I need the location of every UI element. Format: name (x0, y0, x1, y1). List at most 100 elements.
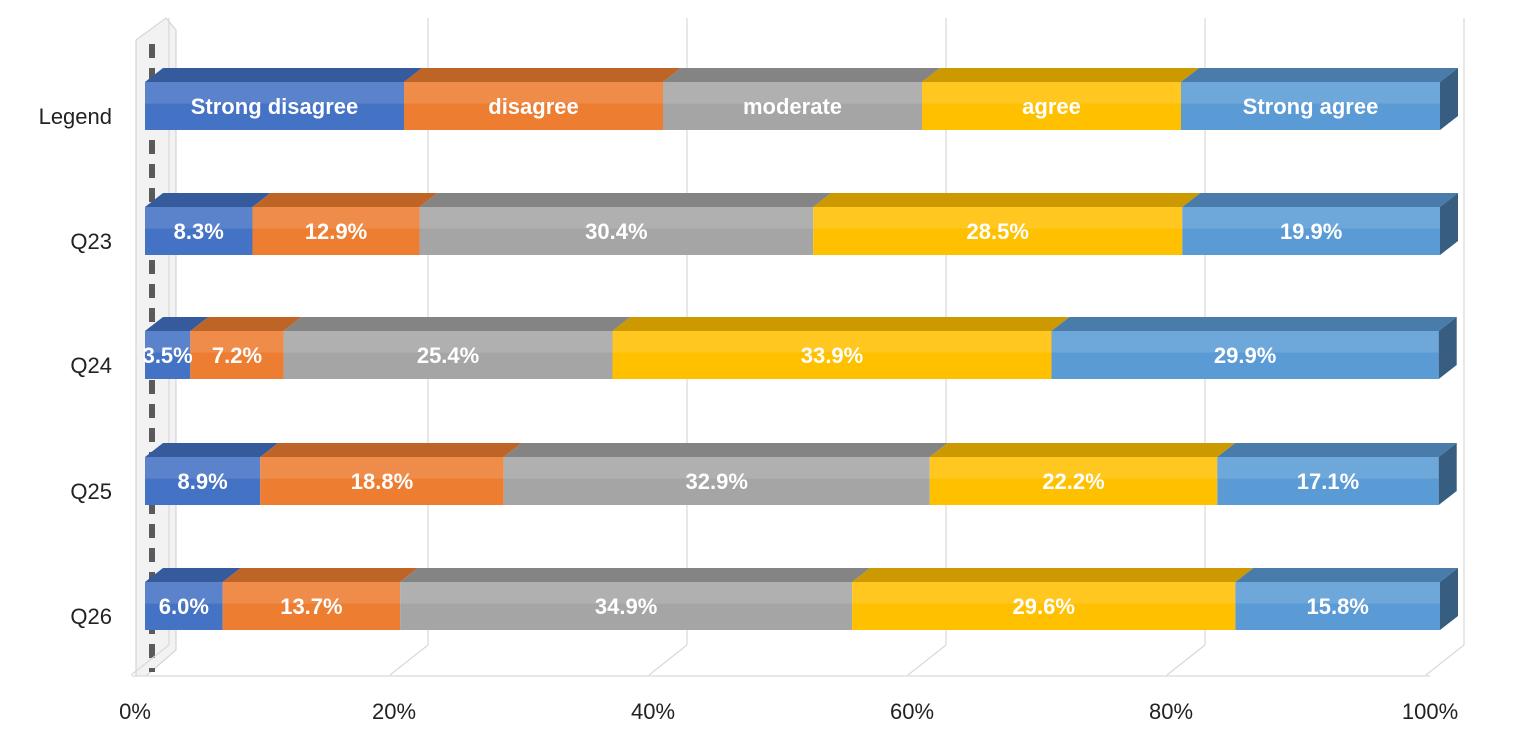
floor-line (1166, 644, 1206, 676)
bar-segment-top (404, 68, 681, 82)
bar-segment-highlight (663, 82, 922, 104)
category-labels: Legend Q23 Q24 Q25 Q26 (39, 104, 112, 629)
category-label: Q24 (70, 353, 112, 378)
bar-segment-top (145, 568, 241, 582)
bar-segment-highlight (929, 457, 1218, 479)
x-tick-label: 0% (119, 699, 151, 724)
floor-line (130, 644, 170, 676)
bar-segment-top (145, 193, 271, 207)
bar-segment-top (663, 68, 940, 82)
bar-segment-agree-legend (922, 82, 1181, 130)
bar-segment-strong-agree-q24 (1051, 331, 1439, 379)
category-label: Legend (39, 104, 112, 129)
segment-label: 18.8% (351, 469, 413, 494)
bar-segment-strong-agree-legend (1181, 82, 1440, 130)
bar-segment-disagree-q24 (190, 331, 284, 379)
category-label: Q26 (70, 604, 112, 629)
bar-segment-strong-agree-q23 (1182, 207, 1440, 255)
bar-segment-highlight (252, 207, 420, 229)
bar-segment-top (400, 568, 871, 582)
bar-segment-highlight (1051, 331, 1439, 353)
bar-segment-disagree-q26 (222, 582, 401, 630)
floor-line (389, 644, 429, 676)
bar-segment-top (813, 193, 1201, 207)
x-tick-label: 40% (631, 699, 675, 724)
segment-label: 33.9% (801, 343, 863, 368)
bar-segment-strong-disagree-q23 (145, 207, 253, 255)
x-tick-labels: 0% 20% 40% 60% 80% 100% (119, 699, 1458, 724)
bar-segment-agree-q23 (813, 207, 1183, 255)
segment-label: 28.5% (967, 219, 1029, 244)
segment-label: disagree (488, 94, 579, 119)
bars (145, 68, 1458, 630)
bar-segment-agree-q24 (612, 331, 1052, 379)
bar-segment-highlight (1217, 457, 1439, 479)
segment-label: 7.2% (212, 343, 262, 368)
bar-side (1440, 68, 1458, 130)
bar-side (1440, 193, 1458, 255)
x-tick-label: 100% (1402, 699, 1458, 724)
bar-segment-top (145, 443, 279, 457)
bar-segment-moderate-legend (663, 82, 922, 130)
bar-segment-top (1235, 568, 1458, 582)
bar-segment-highlight (145, 582, 223, 604)
segment-label: 32.9% (686, 469, 748, 494)
bar-side (1440, 568, 1458, 630)
bar-segment-moderate-q23 (419, 207, 814, 255)
floor-line (648, 644, 688, 676)
bar-segment-top (1051, 317, 1457, 331)
segment-label: 8.3% (174, 219, 224, 244)
bar-segment-top (190, 317, 302, 331)
bar-segment-highlight (400, 582, 853, 604)
bar-segment-highlight (222, 582, 401, 604)
segment-label: Strong agree (1243, 94, 1379, 119)
x-tick-label: 80% (1149, 699, 1193, 724)
bar-segment-highlight (1182, 207, 1440, 229)
bar-segment-top (929, 443, 1236, 457)
bar-segment-highlight (419, 207, 814, 229)
segment-label: 8.9% (178, 469, 228, 494)
bar-segment-top (222, 568, 419, 582)
bar-segment-top (145, 317, 209, 331)
bar-segment-highlight (404, 82, 663, 104)
bar-segment-highlight (852, 582, 1236, 604)
bar-segment-strong-disagree-q26 (145, 582, 223, 630)
bar-segment-disagree-legend (404, 82, 663, 130)
segment-label: 13.7% (280, 594, 342, 619)
floor-line (1425, 644, 1465, 676)
bar-segment-moderate-q26 (400, 582, 853, 630)
segment-label: agree (1022, 94, 1081, 119)
category-label: Q25 (70, 479, 112, 504)
x-tick-label: 20% (372, 699, 416, 724)
segment-label: 19.9% (1280, 219, 1342, 244)
bar-segment-top (612, 317, 1070, 331)
bar-segment-strong-disagree-legend (145, 82, 404, 130)
bar-segment-highlight (503, 457, 930, 479)
bar-segment-top (922, 68, 1199, 82)
segment-label: 30.4% (585, 219, 647, 244)
bar-segment-disagree-q25 (260, 457, 504, 505)
bar-segment-highlight (612, 331, 1052, 353)
bar-segment-highlight (145, 82, 404, 104)
bar-segment-top (145, 68, 422, 82)
segment-label: Strong disagree (191, 94, 358, 119)
segment-label: 12.9% (305, 219, 367, 244)
bar-segment-top (1181, 68, 1458, 82)
segment-label: 3.5% (143, 343, 193, 368)
bar-segment-agree-q25 (929, 457, 1218, 505)
bar-segment-moderate-q25 (503, 457, 930, 505)
segment-label: 25.4% (417, 343, 479, 368)
bar-segment-highlight (145, 457, 261, 479)
bar-segment-top (1217, 443, 1457, 457)
bar-segment-highlight (145, 331, 191, 353)
bar-segment-highlight (260, 457, 504, 479)
segment-label: 6.0% (159, 594, 209, 619)
bar-segment-top (252, 193, 438, 207)
bar-segment-highlight (190, 331, 284, 353)
bar-segment-strong-disagree-q24 (145, 331, 191, 379)
bar-side (1438, 317, 1457, 379)
bar-segment-highlight (813, 207, 1183, 229)
segment-label: 15.8% (1306, 594, 1368, 619)
